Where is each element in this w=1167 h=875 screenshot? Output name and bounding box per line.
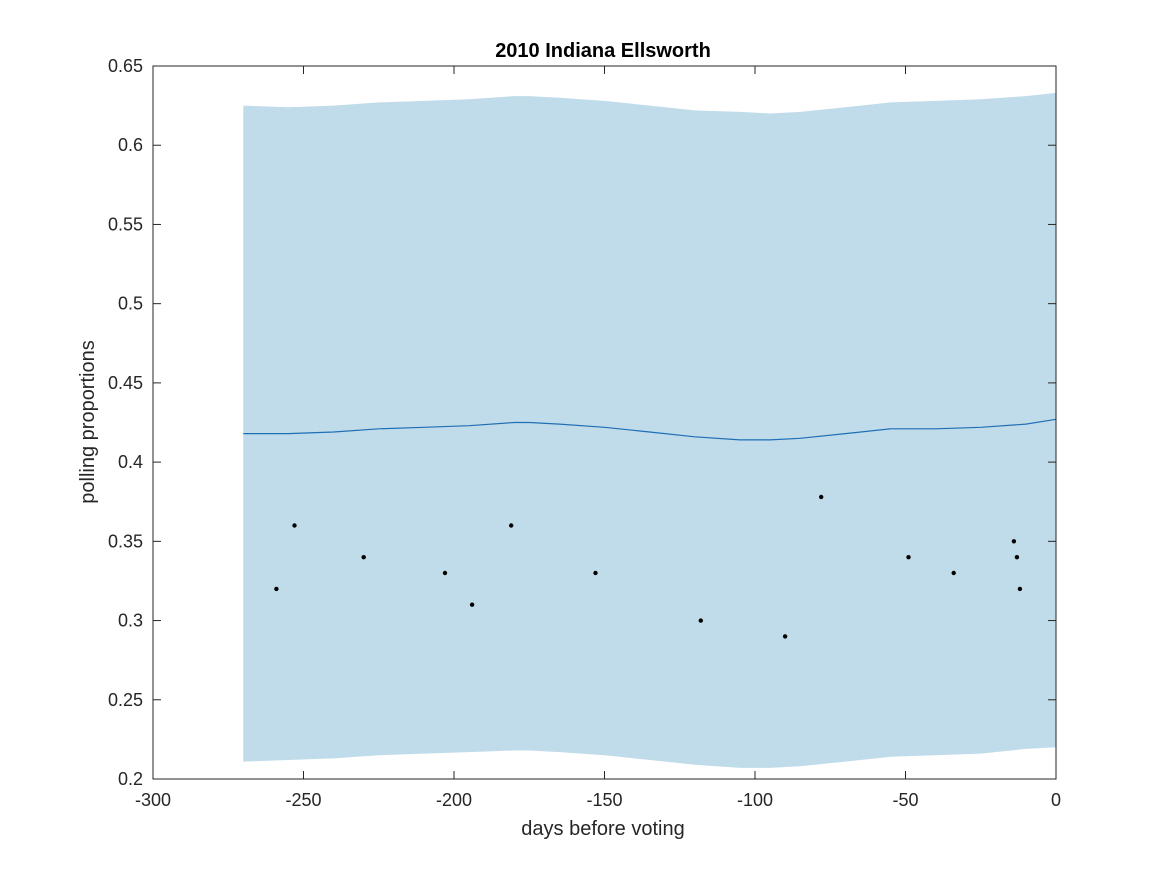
poll-point	[698, 618, 703, 623]
poll-point	[819, 494, 824, 500]
x-tick-label: -150	[586, 790, 622, 810]
poll-point	[1011, 539, 1017, 544]
poll-point	[1014, 555, 1020, 560]
x-tick-label: 0	[1051, 790, 1061, 810]
poll-point	[469, 602, 475, 607]
confidence-band	[243, 92, 1057, 768]
poll-point	[361, 555, 366, 560]
y-axis-label: polling proportions	[77, 340, 99, 503]
poll-point	[292, 523, 297, 528]
poll-point	[274, 586, 279, 592]
chart-title: 2010 Indiana Ellsworth	[495, 40, 711, 62]
y-tick-label: 0.55	[108, 214, 143, 234]
poll-point	[593, 570, 598, 576]
axes: -300 -250 -200 -150 -100 -50 0 0.2 0.25 0.3 0.35 0.…	[108, 56, 1061, 810]
x-tick-label: -100	[737, 790, 773, 810]
y-tick-label: 0.35	[108, 531, 143, 551]
plot-area	[243, 92, 1057, 768]
y-tick-label: 0.3	[118, 611, 143, 631]
poll-point	[509, 523, 514, 528]
poll-point	[951, 570, 956, 576]
y-tick-label: 0.6	[118, 135, 143, 155]
mean-line	[243, 418, 1057, 441]
y-tick-label: 0.25	[108, 690, 143, 710]
poll-point	[906, 555, 911, 560]
x-axis-label: days before voting	[521, 818, 684, 840]
y-tick-label: 0.65	[108, 56, 143, 76]
x-tick-label: -50	[892, 790, 918, 810]
y-tick-label: 0.2	[118, 769, 143, 789]
y-tick-label: 0.4	[118, 452, 143, 472]
y-tick-label: 0.5	[118, 294, 143, 314]
y-tick-label: 0.45	[108, 373, 143, 393]
x-tick-label: -300	[135, 790, 171, 810]
x-tick-label: -200	[436, 790, 472, 810]
poll-point	[782, 634, 788, 639]
poll-point	[1017, 586, 1023, 592]
poll-point	[442, 570, 448, 576]
x-tick-label: -250	[285, 790, 321, 810]
